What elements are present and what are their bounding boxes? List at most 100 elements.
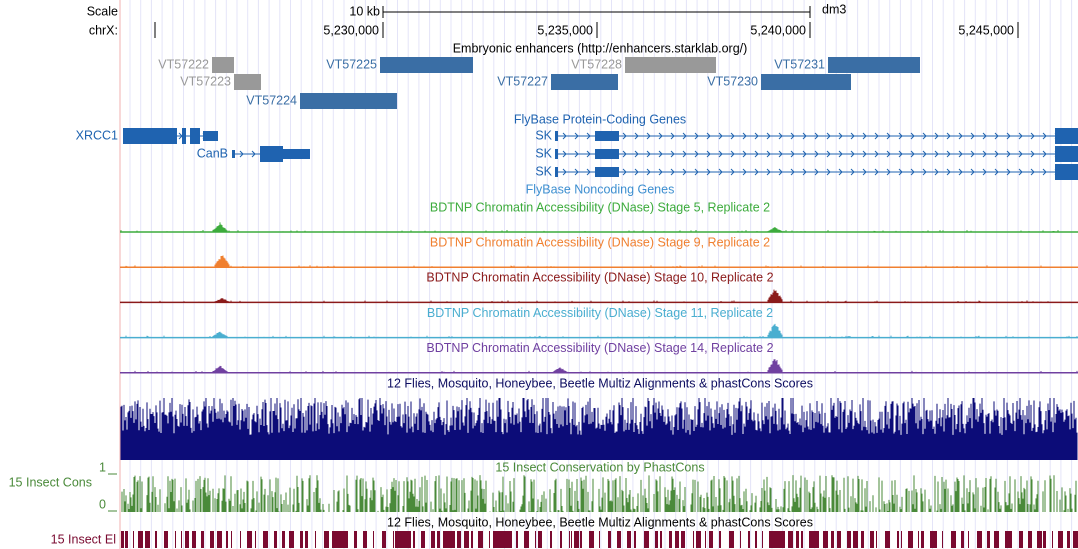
axis-label: 0 xyxy=(99,497,106,511)
element xyxy=(282,531,285,548)
strand xyxy=(718,150,723,158)
element xyxy=(516,531,518,548)
element xyxy=(942,531,943,548)
strand xyxy=(826,132,831,140)
strand xyxy=(958,150,963,158)
strand xyxy=(778,132,783,140)
side-label: 15 Insect Cons xyxy=(9,475,92,489)
element xyxy=(464,531,469,548)
strand xyxy=(670,132,675,140)
strand xyxy=(898,132,903,140)
strand xyxy=(982,168,987,176)
strand xyxy=(682,168,687,176)
element xyxy=(1067,531,1070,548)
signal xyxy=(131,289,1071,303)
exon xyxy=(283,149,310,159)
track-title: BDTNP Chromatin Accessibility (DNase) St… xyxy=(430,235,770,249)
enhancer-label: VT57222 xyxy=(158,57,209,71)
strand xyxy=(802,132,807,140)
strand xyxy=(1030,132,1035,140)
exon xyxy=(1055,164,1078,180)
strand xyxy=(658,168,663,176)
strand xyxy=(862,132,867,140)
element xyxy=(1037,531,1042,548)
gene-label: XRCC1 xyxy=(76,128,118,142)
element xyxy=(300,531,303,548)
element xyxy=(324,531,329,548)
element xyxy=(669,531,672,548)
element xyxy=(226,531,228,548)
element xyxy=(305,531,308,548)
track-title: 12 Flies, Mosquito, Honeybee, Beetle Mul… xyxy=(387,376,813,390)
gene-label: SK xyxy=(535,128,552,142)
element xyxy=(493,531,512,548)
strand xyxy=(994,150,999,158)
exon xyxy=(203,131,218,141)
strand xyxy=(778,168,783,176)
strand xyxy=(742,168,747,176)
strand xyxy=(658,150,663,158)
strand xyxy=(670,150,675,158)
label: FlyBase Noncoding Genes xyxy=(526,182,675,196)
strand xyxy=(1030,168,1035,176)
track-title: 12 Flies, Mosquito, Honeybee, Beetle Mul… xyxy=(387,515,813,529)
strand xyxy=(574,168,579,176)
strand xyxy=(1042,150,1047,158)
element xyxy=(987,531,990,548)
strand xyxy=(946,132,951,140)
strand xyxy=(814,150,819,158)
element xyxy=(918,531,919,548)
strand xyxy=(646,168,651,176)
exon xyxy=(595,131,619,141)
strand xyxy=(838,132,843,140)
enhancer-label: VT57225 xyxy=(326,57,377,71)
strand xyxy=(574,132,579,140)
strand xyxy=(874,132,879,140)
enhancer xyxy=(234,74,261,90)
element xyxy=(823,531,828,548)
element xyxy=(589,531,594,548)
exon xyxy=(595,167,619,177)
label: 5,230,000 xyxy=(323,23,379,37)
element xyxy=(634,531,636,548)
strand xyxy=(886,168,891,176)
signal xyxy=(134,359,1078,373)
strand xyxy=(586,168,591,176)
element xyxy=(660,531,662,548)
strand xyxy=(1006,132,1011,140)
strand xyxy=(586,150,591,158)
element xyxy=(155,531,157,548)
track-title: BDTNP Chromatin Accessibility (DNase) St… xyxy=(426,341,773,355)
element xyxy=(231,531,232,548)
strand xyxy=(646,132,651,140)
label: 10 kb xyxy=(349,4,380,18)
label: 5,235,000 xyxy=(537,23,593,37)
strand xyxy=(730,132,735,140)
element xyxy=(755,531,757,548)
element xyxy=(538,531,542,548)
element xyxy=(125,531,128,548)
strand xyxy=(730,150,735,158)
element xyxy=(185,531,189,548)
element xyxy=(1028,531,1032,548)
element xyxy=(121,531,124,548)
element xyxy=(354,531,357,548)
element xyxy=(192,531,196,548)
element xyxy=(443,531,455,548)
strand xyxy=(646,150,651,158)
element xyxy=(560,531,562,548)
strand xyxy=(898,150,903,158)
strand xyxy=(850,168,855,176)
strand xyxy=(730,168,735,176)
element xyxy=(762,531,763,548)
enhancer-label: VT57224 xyxy=(246,93,297,107)
gene-label: SK xyxy=(535,164,552,178)
element xyxy=(853,531,858,548)
element xyxy=(968,531,969,548)
strand xyxy=(838,168,843,176)
strand xyxy=(694,150,699,158)
strand xyxy=(718,168,723,176)
element xyxy=(1058,531,1063,548)
strand xyxy=(766,168,771,176)
strand xyxy=(802,150,807,158)
